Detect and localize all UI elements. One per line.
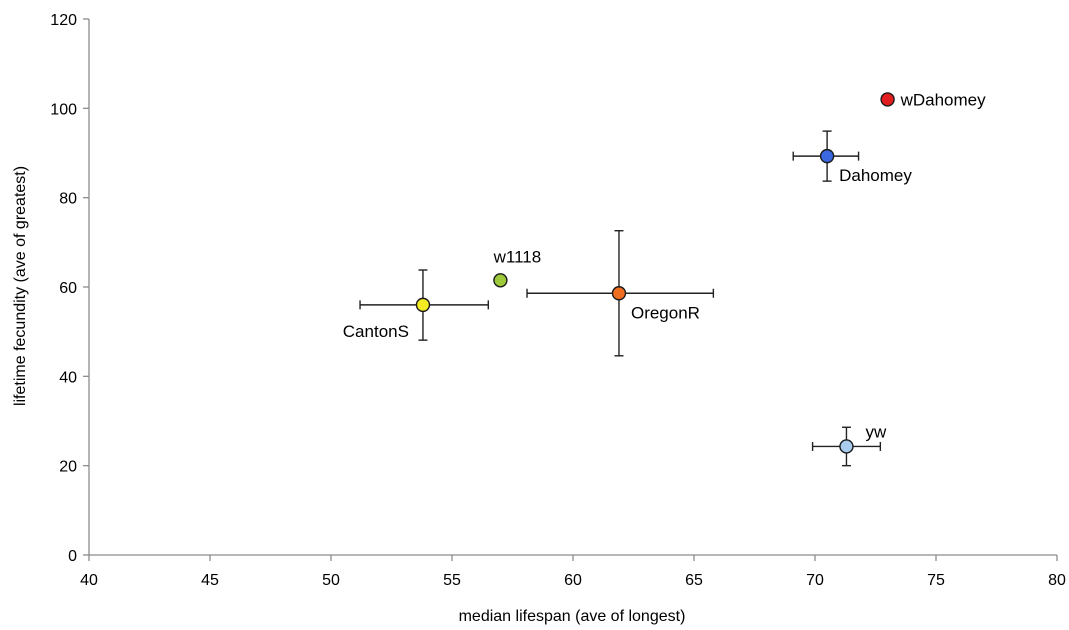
y-tick-label: 100 xyxy=(50,101,77,118)
y-tick-label: 80 xyxy=(59,191,77,208)
label-dahomey: Dahomey xyxy=(839,166,912,185)
y-tick-label: 60 xyxy=(59,280,77,297)
x-tick-label: 65 xyxy=(685,572,703,589)
axes xyxy=(83,18,1058,561)
label-yw: yw xyxy=(865,422,887,441)
y-tick-label: 40 xyxy=(59,369,77,386)
point-yw xyxy=(839,439,854,454)
y-tick-label: 20 xyxy=(59,459,77,476)
x-tick-label: 45 xyxy=(201,572,219,589)
point-cantons xyxy=(415,297,431,313)
x-tick-label: 50 xyxy=(322,572,340,589)
x-tick-label: 40 xyxy=(80,572,98,589)
y-axis-title: lifetime fecundity (ave of greatest) xyxy=(12,166,29,406)
y-tick-label: 120 xyxy=(50,12,77,29)
x-tick-label: 70 xyxy=(806,572,824,589)
label-w1118: w1118 xyxy=(493,247,542,266)
point-wdahomey xyxy=(880,92,895,107)
x-axis-title: median lifespan (ave of longest) xyxy=(459,608,686,625)
point-oregonr xyxy=(611,286,627,301)
label-cantons: CantonS xyxy=(343,322,409,341)
x-tick-label: 80 xyxy=(1048,572,1066,589)
x-tick-label: 55 xyxy=(443,572,461,589)
point-w1118 xyxy=(493,273,508,288)
tick-labels: 40 45 50 55 60 65 70 75 80 0 20 40 60 80 100 120 xyxy=(50,12,1066,589)
data-points xyxy=(415,92,895,454)
x-tick-label: 75 xyxy=(927,572,945,589)
label-wdahomey: wDahomey xyxy=(900,90,987,109)
point-dahomey xyxy=(819,148,835,164)
x-tick-label: 60 xyxy=(564,572,582,589)
point-labels: wDahomey Dahomey w1118 OregonR CantonS yw xyxy=(343,90,986,441)
label-oregonr: OregonR xyxy=(631,303,700,322)
y-tick-label: 0 xyxy=(68,548,77,565)
